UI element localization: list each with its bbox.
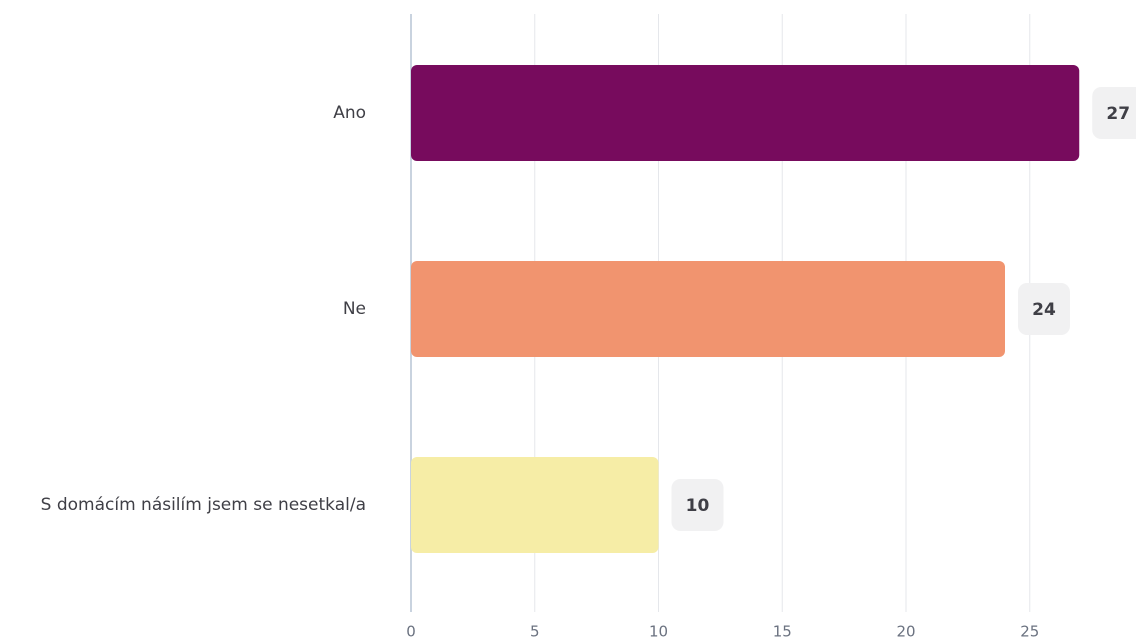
x-tick-label: 20	[896, 623, 915, 641]
data-label-value: 24	[1032, 300, 1056, 320]
category-label: S domácím násilím jsem se nesetkal/a	[41, 495, 366, 515]
bar[interactable]	[411, 65, 1080, 161]
x-tick-label: 25	[1020, 623, 1039, 641]
category-label: Ano	[333, 103, 366, 123]
data-label: 10	[671, 479, 724, 531]
x-tick-label: 5	[530, 623, 540, 641]
x-tick-label: 0	[406, 623, 416, 641]
x-tick-label: 10	[649, 623, 668, 641]
data-label-badge	[1018, 283, 1070, 335]
data-label-value: 10	[686, 496, 710, 516]
data-label-badge	[1092, 87, 1136, 139]
bars	[411, 65, 1080, 553]
bar[interactable]	[411, 261, 1005, 357]
data-label-value: 27	[1106, 104, 1130, 124]
data-label: 24	[1018, 283, 1070, 335]
data-label: 27	[1092, 87, 1136, 139]
x-axis-ticks: 0 5 10 15 20 25	[406, 623, 1039, 641]
category-labels: Ano Ne S domácím násilím jsem se nesetkal/…	[41, 103, 366, 515]
bar[interactable]	[411, 457, 659, 553]
data-label-badge	[671, 479, 724, 531]
value-labels: 27 24 10	[671, 87, 1136, 531]
category-label: Ne	[343, 299, 366, 319]
x-tick-label: 15	[773, 623, 792, 641]
